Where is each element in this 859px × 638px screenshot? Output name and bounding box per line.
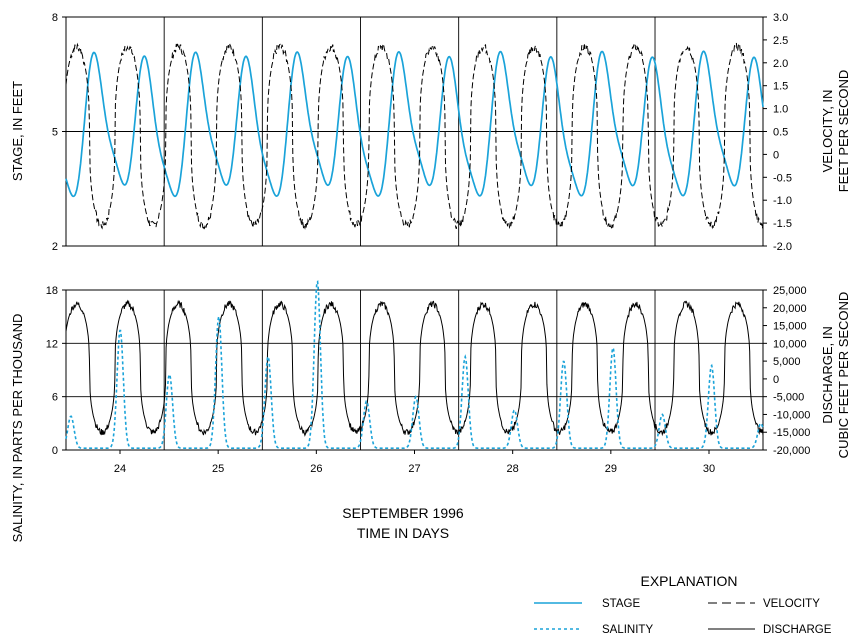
top-series-group [65,42,764,230]
x-axis-label-line2: TIME IN DAYS [357,525,449,541]
legend-label-velocity: VELOCITY [763,598,820,610]
discharge-series-line [65,299,764,437]
salinity-axis-tick-label: 12 [46,338,58,350]
discharge-axis-tick-label: 25,000 [773,285,807,297]
stage-axis-tick-label: 2 [52,241,58,253]
discharge-axis-tick-label: 20,000 [773,303,807,315]
velocity-axis-tick-label: -1.0 [773,195,792,207]
velocity-axis-label-line1: VELOCITY, IN [820,90,835,173]
stage-axis-tick-label: 8 [52,12,58,24]
velocity-axis-tick-label: 3.0 [773,12,788,24]
day-axis-tick-label: 24 [114,463,126,475]
legend-label-discharge: DISCHARGE [763,624,832,636]
discharge-axis-tick-label: 5,000 [773,356,801,368]
day-axis-tick-label: 25 [212,463,224,475]
velocity-axis-tick-label: -2.0 [773,241,792,253]
stage-axis-label: STAGE, IN FEET [10,81,25,181]
legend-label-stage: STAGE [602,598,640,610]
day-axis-tick-label: 27 [408,463,420,475]
discharge-axis-label-line1: DISCHARGE, IN [820,326,835,424]
legend-title: EXPLANATION [641,573,738,589]
salinity-series-line [65,280,764,449]
bottom-gridlines [66,290,763,450]
discharge-axis-tick-label: 15,000 [773,321,807,333]
velocity-axis-tick-label: 1.0 [773,104,788,116]
day-axis-ticks: 24 25 26 27 28 29 30 [114,450,715,475]
velocity-axis-tick-label: 1.5 [773,81,788,93]
bottom-plot-frame [65,289,764,451]
discharge-axis-tick-label: -5,000 [773,392,804,404]
day-axis-tick-label: 30 [703,463,715,475]
velocity-axis-tick-label: -1.5 [773,218,792,230]
top-gridlines [66,17,763,246]
discharge-axis-ticks: -20,000 -15,000 -10,000 -5,000 0 5,000 10,000 1… [763,285,810,457]
stage-series-line [65,50,764,198]
stage-axis-ticks: 2 5 8 [52,12,66,253]
salinity-axis-ticks: 0 6 12 18 [46,285,66,457]
stage-axis-tick-label: 5 [52,127,58,139]
velocity-axis-ticks: -2.0 -1.5 -1.0 -0.5 0 0.5 1.0 1.5 2.0 2.5 3.0 [763,12,792,253]
salinity-axis-tick-label: 18 [46,285,58,297]
x-axis-label-line1: SEPTEMBER 1996 [342,505,464,521]
salinity-axis-tick-label: 6 [52,392,58,404]
velocity-axis-tick-label: 0 [773,149,779,161]
salinity-axis-label: SALINITY, IN PARTS PER THOUSAND [10,314,25,543]
bottom-series-group [65,280,764,449]
day-axis-tick-label: 26 [310,463,322,475]
day-axis-tick-label: 29 [605,463,617,475]
legend: EXPLANATION STAGE VELOCITY SALINITY DISC… [534,573,832,636]
legend-label-salinity: SALINITY [602,624,653,636]
velocity-axis-tick-label: -0.5 [773,172,792,184]
velocity-axis-label-line2: FEET PER SECOND [836,70,851,193]
day-axis-tick-label: 28 [507,463,519,475]
velocity-axis-tick-label: 2.5 [773,35,788,47]
discharge-axis-tick-label: 0 [773,374,779,386]
discharge-axis-tick-label: -10,000 [773,409,810,421]
salinity-axis-tick-label: 0 [52,445,58,457]
discharge-axis-tick-label: 10,000 [773,338,807,350]
discharge-axis-tick-label: -20,000 [773,445,810,457]
velocity-axis-tick-label: 0.5 [773,127,788,139]
discharge-axis-label-line2: CUBIC FEET PER SECOND [836,292,851,459]
velocity-axis-tick-label: 2.0 [773,58,788,70]
discharge-axis-tick-label: -15,000 [773,427,810,439]
velocity-series-line [65,42,764,230]
